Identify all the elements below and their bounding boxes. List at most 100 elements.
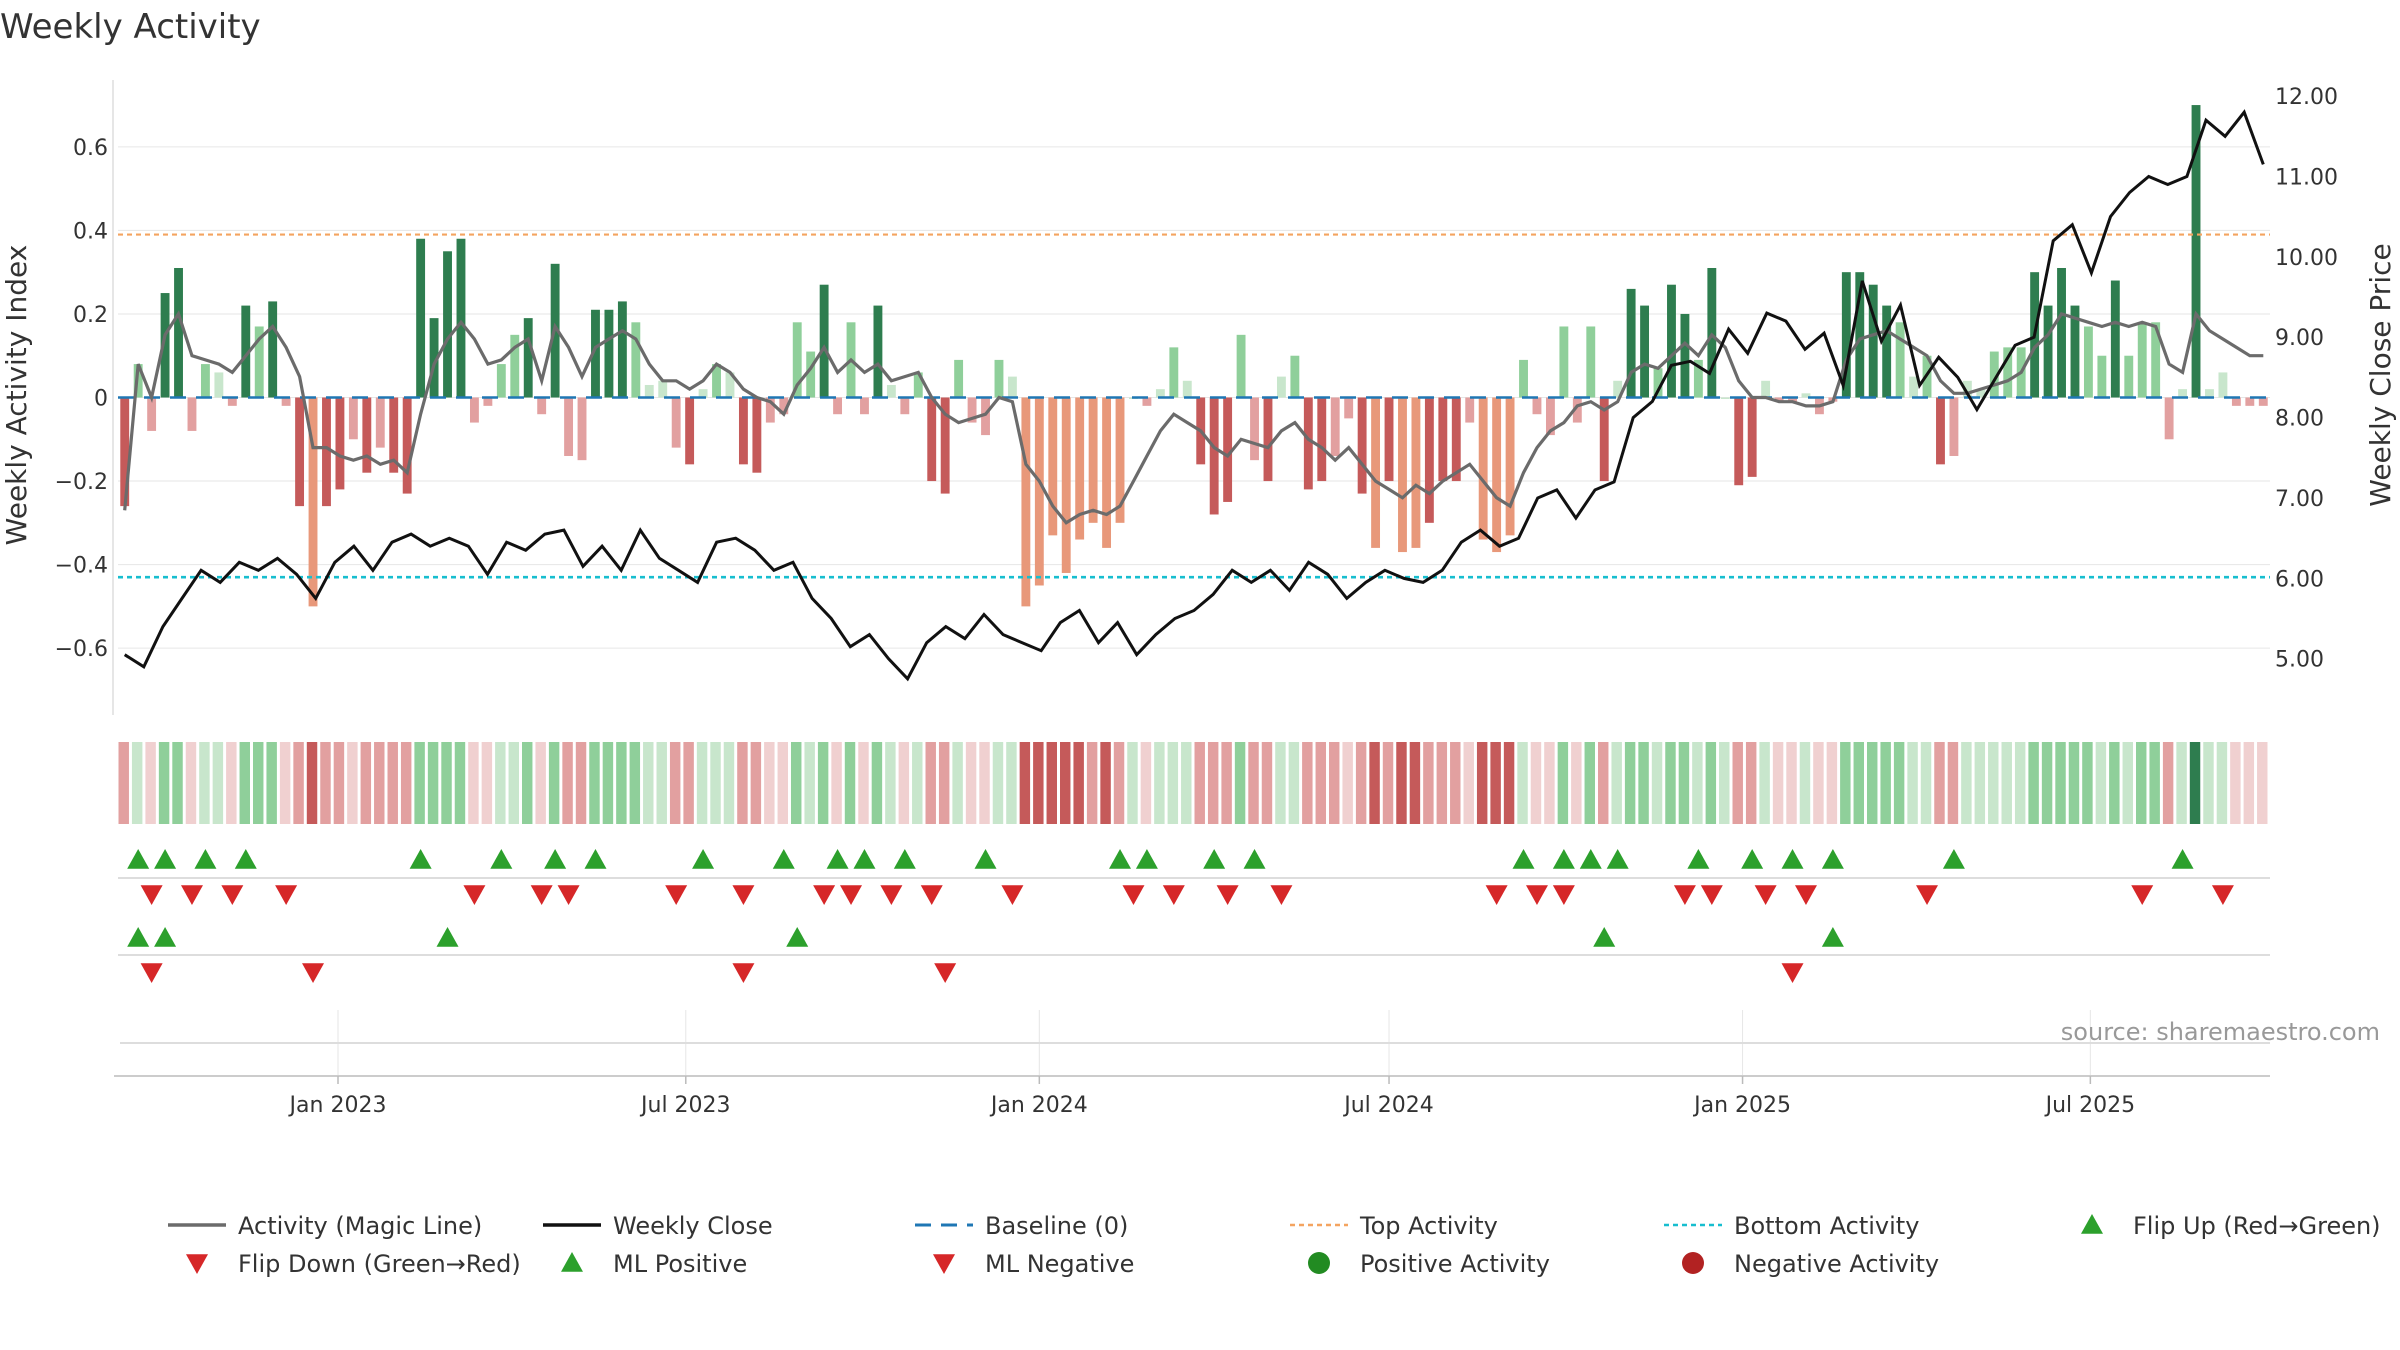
activity-strip-cell <box>2055 742 2066 824</box>
flip-up-marker <box>853 849 876 869</box>
flip-up-marker <box>2171 849 2194 869</box>
activity-bar <box>1451 397 1461 482</box>
activity-strip-cell <box>333 742 345 824</box>
activity-bar <box>523 318 533 398</box>
activity-bar <box>712 364 721 398</box>
activity-strip-cell <box>279 742 291 824</box>
activity-strip-cell <box>777 742 788 824</box>
activity-strip-cell <box>885 742 896 824</box>
activity-strip-cell <box>1840 742 1851 824</box>
activity-strip-cell <box>1396 742 1407 824</box>
y-axis-left-ticks: 0.6 0.4 0.2 0 −0.2 −0.4 −0.6 <box>55 136 108 662</box>
activity-strip-cell <box>710 742 721 824</box>
activity-strip-cell <box>1221 742 1232 824</box>
activity-bar <box>1021 397 1031 607</box>
legend-label: Bottom Activity <box>1734 1212 1919 1240</box>
activity-strip-cell <box>831 742 842 824</box>
activity-strip-cell <box>616 742 627 824</box>
activity-strip-cell <box>1867 742 1878 824</box>
activity-bar <box>900 397 910 415</box>
activity-bar <box>1169 347 1179 398</box>
y-left-tick-label: −0.4 <box>55 554 108 579</box>
activity-strip-cell <box>1423 742 1434 824</box>
activity-strip-cell <box>508 742 519 824</box>
activity-bar <box>1398 397 1407 553</box>
activity-bar <box>1774 397 1784 402</box>
x-tick-label: Jan 2023 <box>288 1093 387 1118</box>
activity-strip-cell <box>226 742 237 824</box>
ml-positive-marker <box>127 927 150 947</box>
flip-up-marker <box>826 849 849 869</box>
activity-strip-cell <box>1154 742 1165 824</box>
activity-strip-cell <box>1167 742 1179 824</box>
activity-bar <box>1048 397 1058 536</box>
activity-bar <box>416 238 426 398</box>
y-left-tick-label: 0.4 <box>73 219 108 244</box>
activity-bar <box>1317 397 1327 482</box>
activity-bar <box>469 397 479 423</box>
activity-bar <box>617 301 627 398</box>
activity-bar <box>2151 322 2161 398</box>
flip-down-marker <box>920 885 943 905</box>
activity-bar <box>1936 397 1945 465</box>
activity-strip-cell <box>347 742 358 824</box>
activity-strip-cell <box>199 742 210 824</box>
activity-bar <box>913 372 923 398</box>
activity-strip-cell <box>212 742 224 824</box>
activity-bar <box>860 397 869 415</box>
flip-down-marker <box>180 885 203 905</box>
activity-strip-cell <box>683 742 694 824</box>
activity-bar <box>1088 397 1098 523</box>
activity-strip-cell <box>441 742 452 824</box>
activity-strip-cell <box>1745 742 1757 824</box>
activity-strip-cell <box>871 742 883 824</box>
activity-bars <box>120 105 2268 607</box>
activity-strip-cell <box>858 742 869 824</box>
activity-bar <box>1895 322 1905 398</box>
activity-strip-cell <box>1544 742 1555 824</box>
activity-bar <box>644 384 654 398</box>
activity-bar <box>1330 397 1340 456</box>
activity-bar <box>2245 397 2255 406</box>
legend-label: Baseline (0) <box>985 1212 1128 1240</box>
x-tick-label: Jul 2024 <box>1342 1093 1434 1118</box>
activity-strip-cell <box>145 742 156 824</box>
activity-bar <box>1962 380 1972 398</box>
legend-item: Activity (Magic Line) <box>168 1212 482 1240</box>
legend-swatch <box>1308 1252 1330 1274</box>
activity-strip-cell <box>306 742 318 824</box>
activity-strip-cell <box>2162 742 2174 824</box>
flip-down-marker <box>1485 885 1508 905</box>
activity-bar <box>1841 272 1851 398</box>
activity-bar <box>2178 389 2188 398</box>
activity-strip-cell <box>643 742 654 824</box>
activity-bar <box>1424 397 1434 523</box>
activity-strip-cell <box>1557 742 1569 824</box>
activity-strip-cell <box>1705 742 1717 824</box>
activity-strip-cell <box>1490 742 1501 824</box>
activity-strip-cell <box>481 742 493 824</box>
activity-bar <box>2083 326 2093 398</box>
activity-strip-cell <box>1315 742 1326 824</box>
activity-strip-cell <box>912 742 923 824</box>
legend-item: Baseline (0) <box>915 1212 1128 1240</box>
activity-strip-cell <box>1194 742 1205 824</box>
chart-title: Weekly Activity <box>0 7 261 47</box>
activity-bar <box>954 359 964 398</box>
legend-item: Weekly Close <box>543 1212 773 1240</box>
flip-down-marker <box>1916 885 1939 905</box>
ml-positive-marker <box>1821 927 1844 947</box>
activity-strip-cell <box>791 742 802 824</box>
flip-down-marker <box>1794 885 1817 905</box>
activity-strip-cell <box>2230 742 2241 824</box>
flip-down-marker <box>1001 885 1024 905</box>
legend-swatch <box>561 1252 583 1272</box>
flip-up-marker <box>584 849 607 869</box>
activity-strip-cell <box>1342 742 1353 824</box>
activity-bar <box>1492 397 1502 553</box>
reference-lines <box>118 233 2270 579</box>
activity-strip-cell <box>1329 742 1340 824</box>
legend-label: Activity (Magic Line) <box>238 1212 482 1240</box>
activity-strip-cell <box>1288 742 1300 824</box>
activity-bar <box>443 251 452 398</box>
